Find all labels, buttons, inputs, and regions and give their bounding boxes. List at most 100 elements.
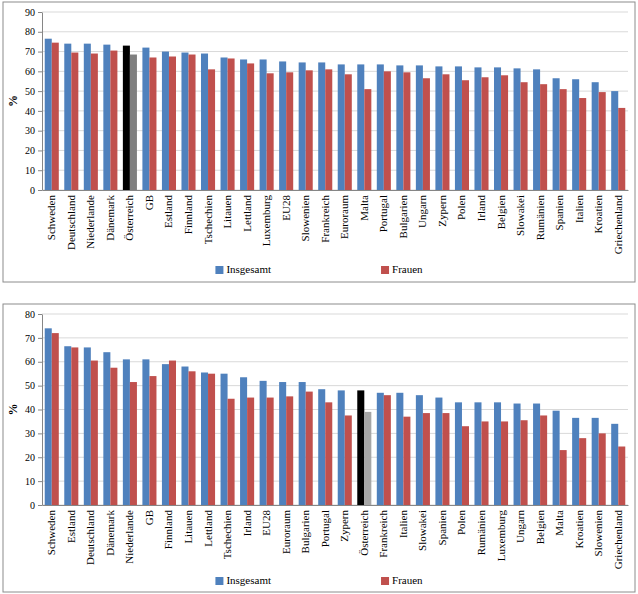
tick: 50 [25,86,42,97]
bar [45,328,52,505]
tick: Luxemburg [260,190,272,246]
tick-label: Bulgarien [397,195,409,239]
tick-label: Lettland [241,195,253,232]
bar [357,64,364,190]
bar [364,89,371,190]
bar [306,70,313,190]
tick: Luxemburg [495,505,507,561]
legend-label: Insgesamt [226,263,271,275]
bar [462,80,469,190]
tick: GB [143,505,155,525]
bar [279,382,286,505]
bar [533,404,540,505]
tick: Litauen [182,505,194,544]
bar [455,402,462,505]
tick: Deutschland [84,505,96,565]
bar [396,65,403,190]
bar [162,52,169,190]
bar [494,402,501,505]
bar [110,368,117,505]
grid-line [42,31,628,32]
legend-swatch [381,577,389,585]
legend: InsgesamtFrauen [215,263,423,275]
bar [279,61,286,190]
tick-label: Niederlande [84,195,96,249]
bar [514,68,521,190]
bar [260,381,267,505]
bar [377,64,384,190]
tick-mark [38,71,42,72]
tick-label: Spanien [436,510,448,546]
legend-swatch [215,266,223,274]
tick-mark [38,314,42,315]
bar [201,54,208,190]
bar [91,361,98,505]
bars [45,39,626,190]
bar [142,48,149,190]
bar [189,371,196,505]
tick: 50 [25,380,42,391]
tick: Spanien [553,190,565,230]
tick: Euroraum [338,190,350,239]
bar [162,364,169,505]
tick-mark [38,111,42,112]
tick: Tschechien [221,505,233,559]
tick: 30 [25,428,42,439]
legend-swatch [381,266,389,274]
bar [501,75,508,190]
tick: EU28 [280,190,292,221]
chart-frame [3,304,635,592]
legend-swatch [215,577,223,585]
bar [474,402,481,505]
axis-line [43,190,629,191]
bar [318,389,325,505]
tick-label: 70 [25,333,35,344]
tick-mark [38,12,42,13]
bar [247,63,254,190]
tick: 70 [25,46,42,57]
tick-label: 20 [25,145,35,156]
tick-mark [38,338,42,339]
tick: Schweden [45,505,57,555]
tick: Griechenland [612,505,624,569]
bar [149,376,156,505]
bar [267,398,274,505]
bar [384,71,391,190]
bar [130,55,137,190]
tick: Deutschland [65,190,77,250]
bar [208,69,215,190]
bar [345,74,352,190]
tick: Griechenland [612,190,624,254]
tick-label: Lettland [202,510,214,547]
tick: 60 [25,66,42,77]
bar [189,55,196,190]
tick: Niederlande [123,505,135,564]
tick-label: Dänemark [104,195,116,241]
chart: 0102030405060708090SchwedenDeutschlandNi… [3,2,635,282]
bar [592,82,599,190]
bar [435,398,442,505]
tick-label: Litauen [182,510,194,544]
tick: Euroraum [280,505,292,554]
tick: Rumänien [534,190,546,240]
tick-label: Österreich [358,510,370,556]
tick: Bulgarien [299,505,311,553]
tick-label: Portugal [319,510,331,547]
tick-mark [38,32,42,33]
tick-label: Euroraum [338,195,350,239]
tick-mark [38,91,42,92]
legend: InsgesamtFrauen [215,574,423,586]
bar [560,89,567,190]
bar [181,53,188,190]
tick: 0 [30,500,42,511]
bar [423,78,430,190]
tick: Lettland [202,505,214,547]
tick: Ungarn [416,190,428,228]
tick: 80 [25,309,42,320]
legend-item: Insgesamt [215,263,271,275]
tick-label: Schweden [45,195,57,241]
tick-label: Italien [397,510,409,539]
tick-label: Ungarn [514,510,526,543]
tick-label: Finnland [182,195,194,235]
tick-label: Slowenien [299,195,311,242]
